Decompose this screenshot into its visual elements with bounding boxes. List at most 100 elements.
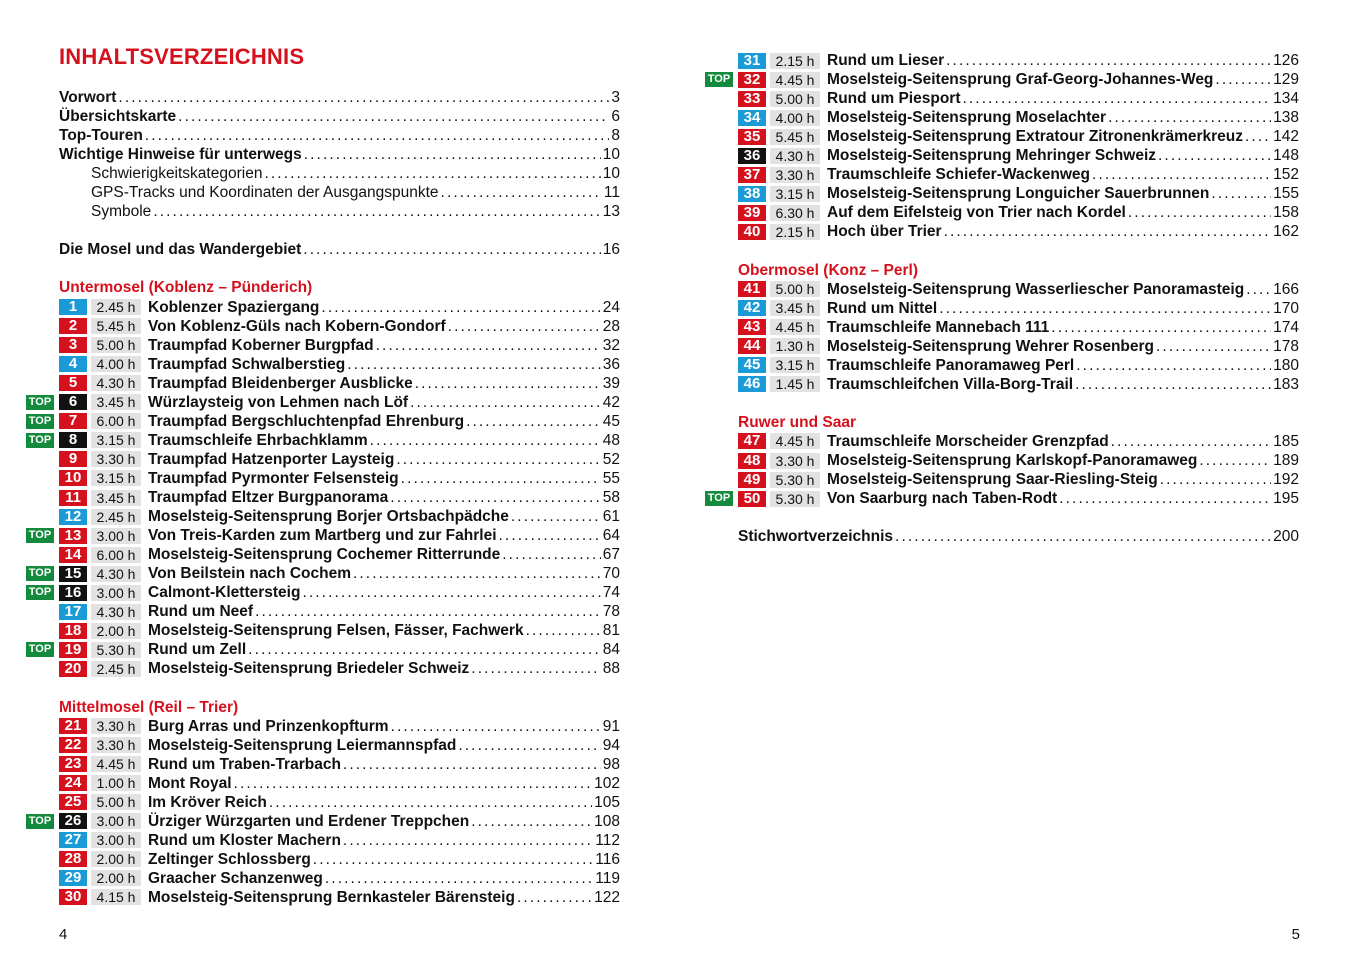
page-number: 10 (602, 165, 620, 183)
tour-entry[interactable]: 44.00 h Traumpfad Schwalberstieg 36 (59, 355, 620, 374)
tour-entry[interactable]: TOP 195.30 h Rund um Zell 84 (26, 640, 620, 659)
page-number: 3 (611, 89, 620, 106)
tour-number-badge: 48 (738, 452, 766, 469)
tour-entry[interactable]: 402.15 h Hoch über Trier 162 (738, 222, 1299, 241)
tour-title: Traumpfad Schwalberstieg (148, 355, 346, 373)
toc-entry[interactable]: Top-Touren 8 (59, 126, 620, 145)
tour-title: Traumschleife Ehrbachklamm (148, 431, 368, 449)
duration-label: 3.45 h (91, 489, 141, 506)
blank-line (738, 394, 1299, 413)
tour-entry[interactable]: 292.00 h Graacher Schanzenweg 119 (59, 869, 620, 888)
tour-entry[interactable]: 234.45 h Rund um Traben-Trarbach 98 (59, 755, 620, 774)
tour-entry[interactable]: 282.00 h Zeltinger Schlossberg 116 (59, 850, 620, 869)
toc-entry[interactable]: Stichwortverzeichnis 200 (738, 527, 1299, 546)
section-label: Ruwer und Saar (738, 413, 856, 431)
tour-entry[interactable]: 22 3.30 h Moselsteig-Seitensprung Leierman… (59, 736, 620, 755)
tour-entry[interactable]: TOP 83.15 h Traumschleife Ehrbachklamm 48 (26, 431, 620, 450)
tour-entry[interactable]: 113.45 h Traumpfad Eltzer Burgpanorama 58 (59, 488, 620, 507)
toc-entry[interactable]: Schwierigkeitskategorien 10 (59, 164, 620, 183)
tour-entry[interactable]: TOP 505.30 h Von Saarburg nach Taben-Rodt 1… (705, 489, 1299, 508)
page-number: 74 (602, 584, 620, 602)
page-number: 94 (602, 736, 620, 754)
tour-title: Rund um Neef (148, 603, 254, 621)
dot-leader (471, 812, 592, 831)
dot-leader (526, 621, 601, 640)
tour-entry[interactable]: 48 3.30 h Moselsteig-Seitensprung Karlskop… (738, 451, 1299, 470)
tour-entry[interactable]: 423.45 h Rund um Nittel 170 (738, 299, 1299, 318)
tour-entry[interactable]: 14 6.00 h Moselsteig-Seitensprung Cochemer… (59, 545, 620, 564)
tour-number-badge: 41 (738, 281, 766, 298)
duration-label: 3.00 h (91, 527, 141, 544)
tour-entry[interactable]: 39 6.30 h Auf dem Eifelsteig von Trier nac… (738, 203, 1299, 222)
tour-entry[interactable]: 241.00 h Mont Royal 102 (59, 774, 620, 793)
tour-entry[interactable]: 5 4.30 h Traumpfad Bleidenberger Ausblicke… (59, 374, 620, 393)
tour-entry[interactable]: 213.30 h Burg Arras und Prinzenkopfturm 91 (59, 717, 620, 736)
tour-entry[interactable]: 312.15 h Rund um Lieser 126 (738, 51, 1299, 70)
tour-entry[interactable]: TOP 163.00 h Calmont-Klettersteig 74 (26, 583, 620, 602)
toc-entry[interactable]: Die Mosel und das Wandergebiet 16 (59, 240, 620, 259)
tour-number-badge: 15 (59, 565, 87, 582)
page-title: INHALTSVERZEICHNIS (59, 44, 305, 69)
tour-title: Moselsteig-Seitensprung Wasserliescher P… (827, 280, 1245, 298)
tour-number-badge: 14 (59, 546, 87, 563)
toc-entry[interactable]: Wichtige Hinweise für unterwegs 10 (59, 145, 620, 164)
toc-entry[interactable]: Vorwort 3 (59, 88, 620, 107)
tour-number-badge: 39 (738, 204, 766, 221)
section-label: Obermosel (Konz – Perl) (738, 261, 919, 279)
tour-entry[interactable]: 255.00 h Im Kröver Reich 105 (59, 793, 620, 812)
tour-entry[interactable]: 35.00 h Traumpfad Koberner Burgpfad 32 (59, 336, 620, 355)
tour-entry[interactable]: 46 1.45 h Traumschleifchen Villa-Borg-Trai… (738, 375, 1299, 394)
toc-entry[interactable]: Übersichtskarte 6 (59, 107, 620, 126)
tour-entry[interactable]: 273.00 h Rund um Kloster Machern 112 (59, 831, 620, 850)
tour-entry[interactable]: 335.00 h Rund um Piesport 134 (738, 89, 1299, 108)
page-number: 155 (1273, 185, 1299, 203)
tour-entry[interactable]: 12 2.45 h Moselsteig-Seitensprung Borjer O… (59, 507, 620, 526)
toc-entry[interactable]: Symbole 13 (59, 202, 620, 221)
tour-entry[interactable]: TOP 13 3.00 h Von Treis-Karden zum Martberg… (26, 526, 620, 545)
tour-entry[interactable]: 36 4.30 h Moselsteig-Seitensprung Mehringe… (738, 146, 1299, 165)
dot-leader (1108, 108, 1271, 127)
tour-entry[interactable]: 174.30 h Rund um Neef 78 (59, 602, 620, 621)
page-number: 39 (602, 374, 620, 392)
tour-entry[interactable]: TOP 26 3.00 h Ürziger Würzgarten und Erdene… (26, 812, 620, 831)
page-number: 138 (1273, 109, 1299, 127)
tour-entry[interactable]: 38 3.15 h Moselsteig-Seitensprung Longuich… (738, 184, 1299, 203)
tour-entry[interactable]: 434.45 h Traumschleife Mannebach 111 174 (738, 318, 1299, 337)
tour-entry[interactable]: TOP 32 4.45 h Moselsteig-Seitensprung Graf-… (705, 70, 1299, 89)
page-number: 45 (602, 412, 620, 430)
page-number: 24 (602, 298, 620, 316)
tour-entry[interactable]: 35 5.45 h Moselsteig-Seitensprung Extratou… (738, 127, 1299, 146)
tour-entry[interactable]: 47 4.45 h Traumschleife Morscheider Grenzp… (738, 432, 1299, 451)
tour-entry[interactable]: 103.15 h Traumpfad Pyrmonter Felsensteig 5… (59, 469, 620, 488)
toc-entry[interactable]: GPS-Tracks und Koordinaten der Ausgangsp… (59, 183, 620, 202)
tour-entry[interactable]: 93.30 h Traumpfad Hatzenporter Laysteig 52 (59, 450, 620, 469)
tour-number-badge: 24 (59, 775, 87, 792)
tour-entry[interactable]: 44 1.30 h Moselsteig-Seitensprung Wehrer R… (738, 337, 1299, 356)
dot-leader (944, 222, 1272, 241)
tour-entry[interactable]: 41 5.00 h Moselsteig-Seitensprung Wasserli… (738, 280, 1299, 299)
tour-entry[interactable]: TOP 154.30 h Von Beilstein nach Cochem 70 (26, 564, 620, 583)
page-number: 13 (602, 203, 620, 221)
tour-entry[interactable]: 18 2.00 h Moselsteig-Seitensprung Felsen, … (59, 621, 620, 640)
page-number: 170 (1273, 299, 1299, 317)
page-number: 10 (602, 146, 620, 164)
duration-label: 3.15 h (91, 432, 141, 449)
tour-entry[interactable]: 34 4.00 h Moselsteig-Seitensprung Moselach… (738, 108, 1299, 127)
tour-entry[interactable]: 20 2.45 h Moselsteig-Seitensprung Briedele… (59, 659, 620, 678)
tour-entry[interactable]: 37 3.30 h Traumschleife Schiefer-Wackenweg… (738, 165, 1299, 184)
tour-entry[interactable]: TOP 7 6.00 h Traumpfad Bergschluchtenpfad E… (26, 412, 620, 431)
tour-number-badge: 49 (738, 471, 766, 488)
tour-entry[interactable]: 2 5.45 h Von Koblenz-Güls nach Kobern-Gond… (59, 317, 620, 336)
duration-label: 3.30 h (91, 451, 141, 468)
tour-entry[interactable]: 49 5.30 h Moselsteig-Seitensprung Saar-Rie… (738, 470, 1299, 489)
blank-line (738, 508, 1299, 527)
duration-label: 3.15 h (770, 185, 820, 202)
duration-label: 3.30 h (91, 737, 141, 754)
tour-entry[interactable]: TOP 6 3.45 h Würzlaysteig von Lehmen nach L… (26, 393, 620, 412)
duration-label: 5.45 h (91, 318, 141, 335)
duration-label: 6.00 h (91, 546, 141, 563)
tour-entry[interactable]: 30 4.15 h Moselsteig-Seitensprung Bernkast… (59, 888, 620, 907)
dot-leader (1075, 375, 1271, 394)
tour-entry[interactable]: 12.45 h Koblenzer Spaziergang 24 (59, 298, 620, 317)
tour-entry[interactable]: 453.15 h Traumschleife Panoramaweg Perl 18… (738, 356, 1299, 375)
